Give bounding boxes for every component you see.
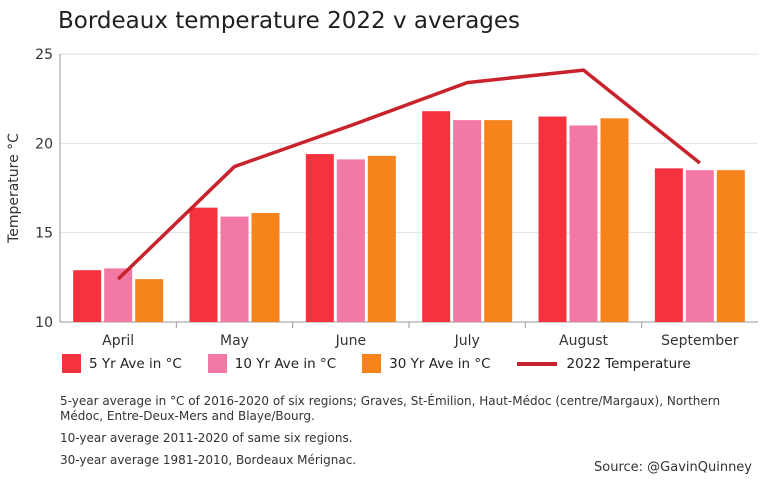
bars [73,111,745,323]
bar-june-series-1 [336,159,365,322]
legend-label-2022: 2022 Temperature [566,355,691,372]
legend-swatch-10yr [207,354,227,373]
legend-swatch-30yr [362,354,382,373]
bar-september-series-1 [685,170,714,322]
legend-label-10yr: 10 Yr Ave in °C [234,355,337,372]
legend-item-2022: 2022 Temperature [516,355,691,372]
x-tick-label-july: July [454,333,480,349]
bar-september-series-0 [654,168,683,322]
bar-june-series-0 [305,154,334,322]
footnote-10yr: 10-year average 2011-2020 of same six re… [60,431,353,445]
legend-swatch-2022 [516,361,557,366]
bar-august-series-0 [538,116,567,323]
line-2022-temperature [116,68,701,281]
legend-label-30yr: 30 Yr Ave in °C [389,355,491,372]
footnotes: 5-year average in °C of 2016-2020 of six… [60,394,760,475]
bar-july-series-2 [484,120,513,323]
grid-lines [59,53,758,323]
x-tick-label-april: April [102,333,134,349]
source-credit: Source: @GavinQuinney [594,460,752,475]
legend-item-10yr: 10 Yr Ave in °C [207,354,337,373]
y-tick-label-10: 10 [35,315,53,331]
x-tick-labels: April May June July August September [102,322,739,349]
bar-september-series-2 [716,170,745,322]
bar-july-series-0 [422,111,451,322]
legend: 5 Yr Ave in °C 10 Yr Ave in °C 30 Yr Ave… [62,354,717,373]
x-tick-label-september: September [661,333,739,349]
x-tick-label-august: August [559,333,609,349]
bar-april-series-0 [73,270,102,322]
bar-june-series-2 [367,155,396,322]
chart-area: 10 15 20 25 April May June July August September… [6,47,758,349]
bar-may-series-0 [189,207,218,322]
bar-april-series-2 [135,279,164,322]
legend-item-30yr: 30 Yr Ave in °C [362,354,491,373]
legend-item-5yr: 5 Yr Ave in °C [62,354,182,373]
bar-july-series-1 [453,120,482,323]
y-axis-label: Temperature °C [6,133,22,244]
y-tick-label-15: 15 [35,226,53,242]
legend-swatch-5yr [62,354,81,373]
x-tick-label-may: May [220,333,249,349]
bar-may-series-1 [220,216,249,322]
bar-may-series-2 [251,213,280,322]
footnote-5yr: 5-year average in °C of 2016-2020 of six… [60,394,721,423]
y-tick-label-20: 20 [35,136,53,152]
bar-april-series-1 [104,268,133,322]
legend-label-5yr: 5 Yr Ave in °C [89,355,182,372]
y-tick-label-25: 25 [35,47,53,63]
chart-title: Bordeaux temperature 2022 v averages [58,8,521,34]
bar-august-series-1 [569,125,598,322]
y-tick-labels: 10 15 20 25 [35,47,53,331]
bar-august-series-2 [600,118,629,322]
x-tick-label-june: June [335,333,367,349]
line-series [116,68,701,281]
footnote-30yr: 30-year average 1981-2010, Bordeaux Méri… [60,453,357,467]
